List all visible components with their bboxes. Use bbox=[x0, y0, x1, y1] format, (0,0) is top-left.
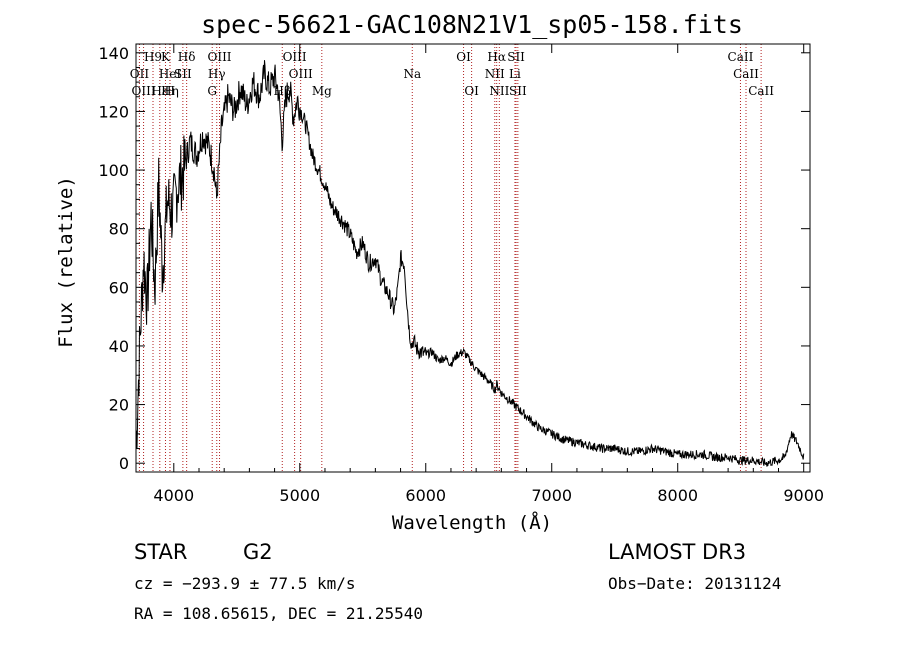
y-axis-label: Flux (relative) bbox=[55, 176, 77, 348]
x-axis-label: Wavelength (Å) bbox=[392, 511, 552, 534]
x-tick-label: 6000 bbox=[405, 486, 446, 505]
line-label-21: SII bbox=[507, 50, 525, 64]
y-tick-label: 40 bbox=[109, 337, 129, 356]
line-label-24: NII bbox=[489, 84, 509, 98]
line-label-13: OIII bbox=[283, 50, 307, 64]
line-label-28: CaII bbox=[748, 84, 774, 98]
object-subclass: G2 bbox=[243, 540, 273, 564]
line-label-18: OI bbox=[456, 50, 471, 64]
y-tick-label: 60 bbox=[109, 278, 129, 297]
line-label-9: Hδ bbox=[178, 50, 196, 64]
x-tick-label: 9000 bbox=[783, 486, 824, 505]
redshift-velocity: cz = −293.9 ± 77.5 km/s bbox=[134, 574, 356, 593]
line-label-17: Na bbox=[403, 67, 421, 81]
line-label-3: Hε bbox=[151, 84, 168, 98]
y-tick-label: 100 bbox=[98, 161, 129, 180]
line-label-16: Mg bbox=[312, 84, 332, 98]
line-label-2: OIII bbox=[132, 84, 156, 98]
line-label-22: NII bbox=[485, 67, 505, 81]
y-tick-label: 20 bbox=[109, 396, 129, 415]
line-label-10: OIII bbox=[207, 50, 231, 64]
x-tick-label: 7000 bbox=[531, 486, 572, 505]
y-tick-label: 0 bbox=[119, 454, 129, 473]
x-axis-ticks: 4000 5000 6000 7000 8000 9000 bbox=[153, 44, 824, 505]
survey-name: LAMOST DR3 bbox=[608, 540, 746, 564]
x-tick-label: 8000 bbox=[657, 486, 698, 505]
object-class: STAR bbox=[134, 540, 187, 564]
flux-series-line bbox=[135, 60, 805, 467]
line-label-8: H bbox=[165, 84, 175, 98]
line-label-14: OIII bbox=[289, 67, 313, 81]
line-label-5: HeI bbox=[159, 67, 182, 81]
spectral-line-markers bbox=[138, 44, 762, 472]
line-label-0: H9 bbox=[144, 50, 162, 64]
line-label-26: CaII bbox=[728, 50, 754, 64]
line-label-11: Hγ bbox=[208, 67, 226, 81]
line-label-25: SII bbox=[509, 84, 527, 98]
line-label-12: G bbox=[207, 84, 217, 98]
y-axis-ticks: 0 20 40 60 80 100 120 140 bbox=[98, 44, 810, 473]
line-label-6: Hη bbox=[161, 84, 179, 98]
line-label-4: K bbox=[161, 50, 171, 64]
y-tick-label: 80 bbox=[109, 220, 129, 239]
line-label-23: Li bbox=[509, 67, 521, 81]
observation-date: Obs−Date: 20131124 bbox=[608, 574, 781, 593]
chart-title: spec-56621-GAC108N21V1_sp05-158.fits bbox=[201, 10, 743, 39]
line-label-1: OII bbox=[130, 67, 150, 81]
x-tick-label: 4000 bbox=[153, 486, 194, 505]
y-tick-label: 140 bbox=[98, 44, 129, 63]
line-label-19: OI bbox=[464, 84, 479, 98]
coordinates: RA = 108.65615, DEC = 21.25540 bbox=[134, 604, 423, 623]
x-tick-label: 5000 bbox=[279, 486, 320, 505]
line-label-7: SII bbox=[174, 67, 192, 81]
y-tick-label: 120 bbox=[98, 102, 129, 121]
line-label-27: CaII bbox=[733, 67, 759, 81]
line-label-20: Hα bbox=[487, 50, 506, 64]
